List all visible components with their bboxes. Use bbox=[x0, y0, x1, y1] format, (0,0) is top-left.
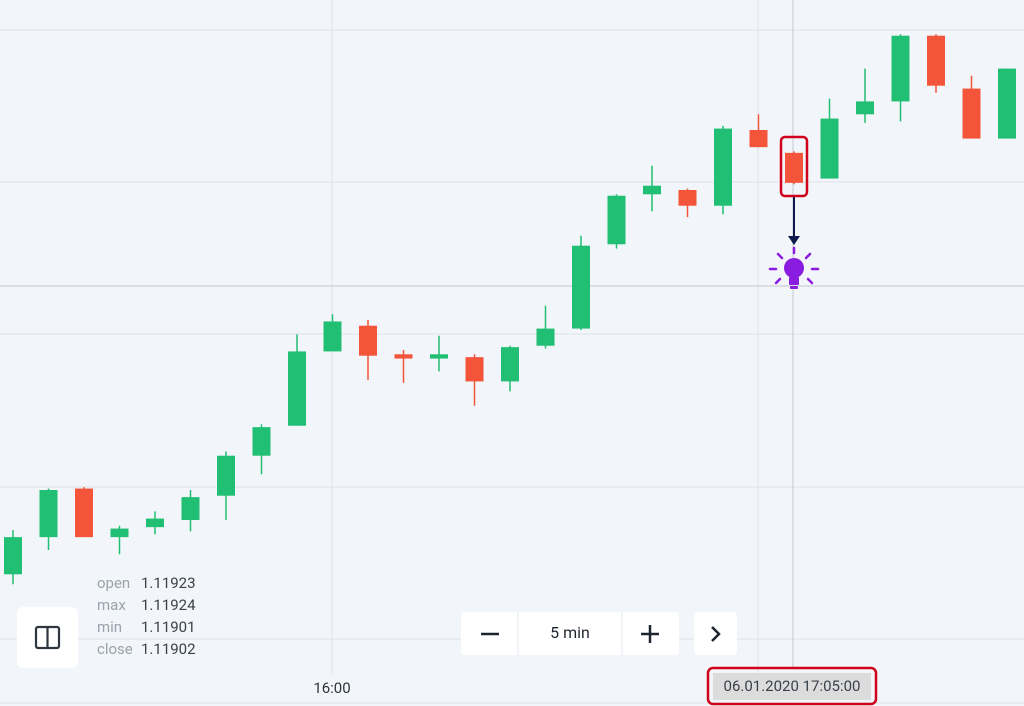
info-label: open bbox=[97, 574, 130, 592]
chevron-icon bbox=[711, 626, 721, 642]
crosshair-time-bg bbox=[713, 673, 871, 700]
candle-body bbox=[607, 195, 626, 245]
candle-body bbox=[4, 537, 22, 575]
plus-icon bbox=[641, 625, 659, 643]
candle-body bbox=[820, 118, 839, 179]
candle-body bbox=[749, 130, 768, 148]
candle-body bbox=[501, 347, 519, 382]
info-value: 1.11923 bbox=[141, 574, 196, 592]
candle-body bbox=[39, 490, 58, 538]
candle-body bbox=[998, 68, 1016, 139]
crosshair bbox=[0, 0, 1024, 668]
candle-body bbox=[181, 497, 200, 520]
candle-body bbox=[430, 354, 448, 359]
info-label: max bbox=[97, 596, 126, 614]
candle-body bbox=[217, 455, 235, 496]
candle-body bbox=[962, 88, 981, 139]
info-value: 1.11902 bbox=[141, 640, 196, 658]
layout-icon bbox=[34, 625, 61, 650]
info-label: min bbox=[97, 618, 122, 636]
info-value: 1.11924 bbox=[141, 596, 196, 614]
candle-body bbox=[252, 427, 271, 456]
ohlc-info: open 1.11923 max 1.11924 min 1.11901 close 1.11… bbox=[97, 574, 196, 658]
next-button[interactable] bbox=[694, 612, 737, 655]
lightbulb-icon bbox=[768, 246, 820, 289]
timeframe-control bbox=[461, 612, 679, 655]
candle-body bbox=[110, 528, 129, 538]
timeframe-label: 5 min bbox=[550, 623, 590, 642]
candles bbox=[4, 34, 1016, 585]
highlight-box bbox=[779, 135, 809, 198]
candle-body bbox=[785, 152, 803, 183]
candle-body bbox=[927, 35, 945, 86]
candle-body bbox=[856, 101, 874, 115]
candle-body bbox=[323, 321, 342, 352]
candle-body bbox=[288, 351, 306, 426]
candle-body bbox=[643, 185, 661, 195]
x-tick-label: 16:00 bbox=[313, 679, 350, 697]
candle-body bbox=[891, 35, 910, 102]
candle-body bbox=[359, 325, 377, 356]
candle-body bbox=[572, 245, 590, 329]
highlight-box bbox=[706, 666, 878, 706]
candle-body bbox=[678, 190, 697, 206]
candle-body bbox=[536, 328, 555, 346]
info-label: close bbox=[97, 640, 133, 658]
arrow-head bbox=[788, 236, 800, 245]
info-value: 1.11901 bbox=[141, 618, 196, 636]
candle-body bbox=[465, 357, 484, 382]
candle-body bbox=[146, 518, 164, 528]
candle-body bbox=[394, 354, 413, 359]
candle-body bbox=[714, 128, 732, 206]
crosshair-time-label: 06.01.2020 17:05:00 bbox=[724, 677, 861, 695]
candle-body bbox=[75, 488, 93, 538]
